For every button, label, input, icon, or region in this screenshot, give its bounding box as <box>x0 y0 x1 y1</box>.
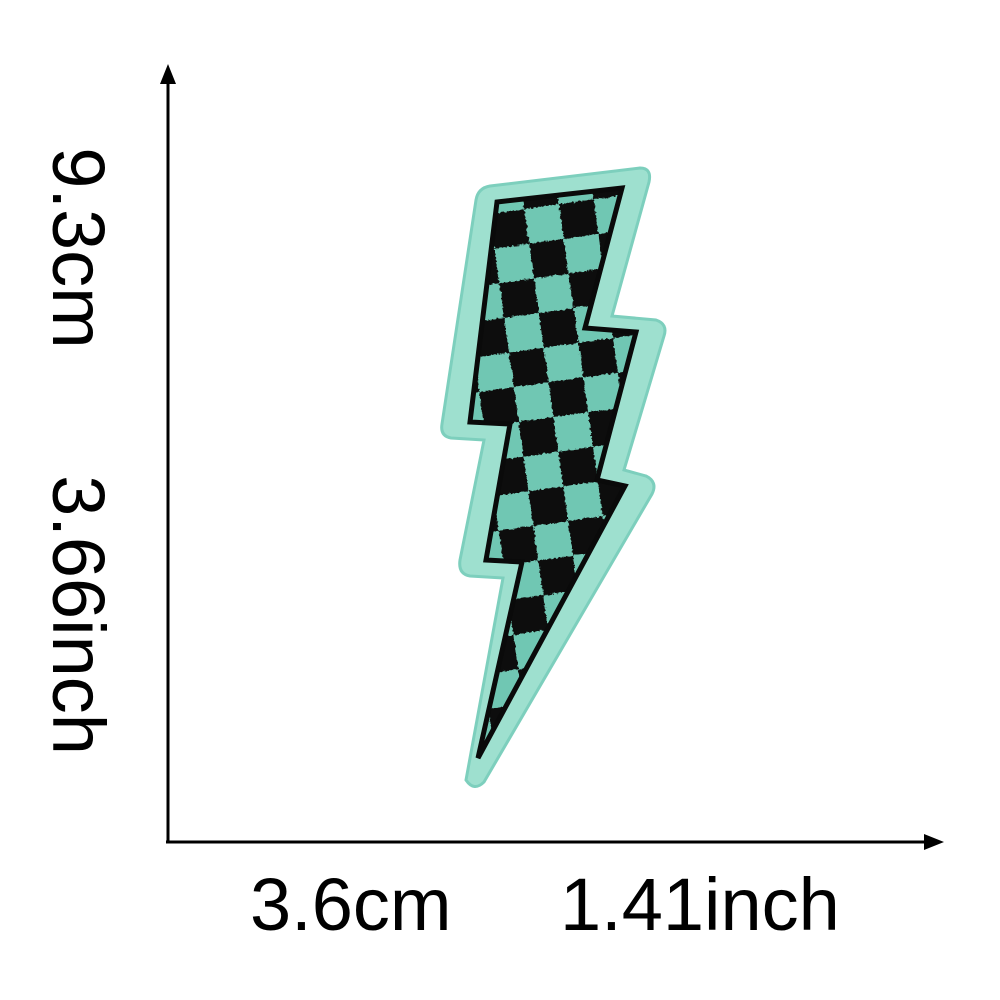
vertical-axis-arrow-icon <box>160 64 176 84</box>
lightning-bolt-patch-icon <box>440 166 667 788</box>
patch-inner-edge <box>467 185 640 760</box>
width-inch-label: 1.41inch <box>560 863 840 946</box>
horizontal-axis-arrow-icon <box>924 834 944 850</box>
horizontal-axis <box>166 834 944 850</box>
vertical-axis <box>160 64 176 842</box>
width-cm-label: 3.6cm <box>250 863 452 946</box>
height-cm-label: 9.3cm <box>37 147 120 349</box>
height-inch-label: 3.66inch <box>37 475 120 755</box>
